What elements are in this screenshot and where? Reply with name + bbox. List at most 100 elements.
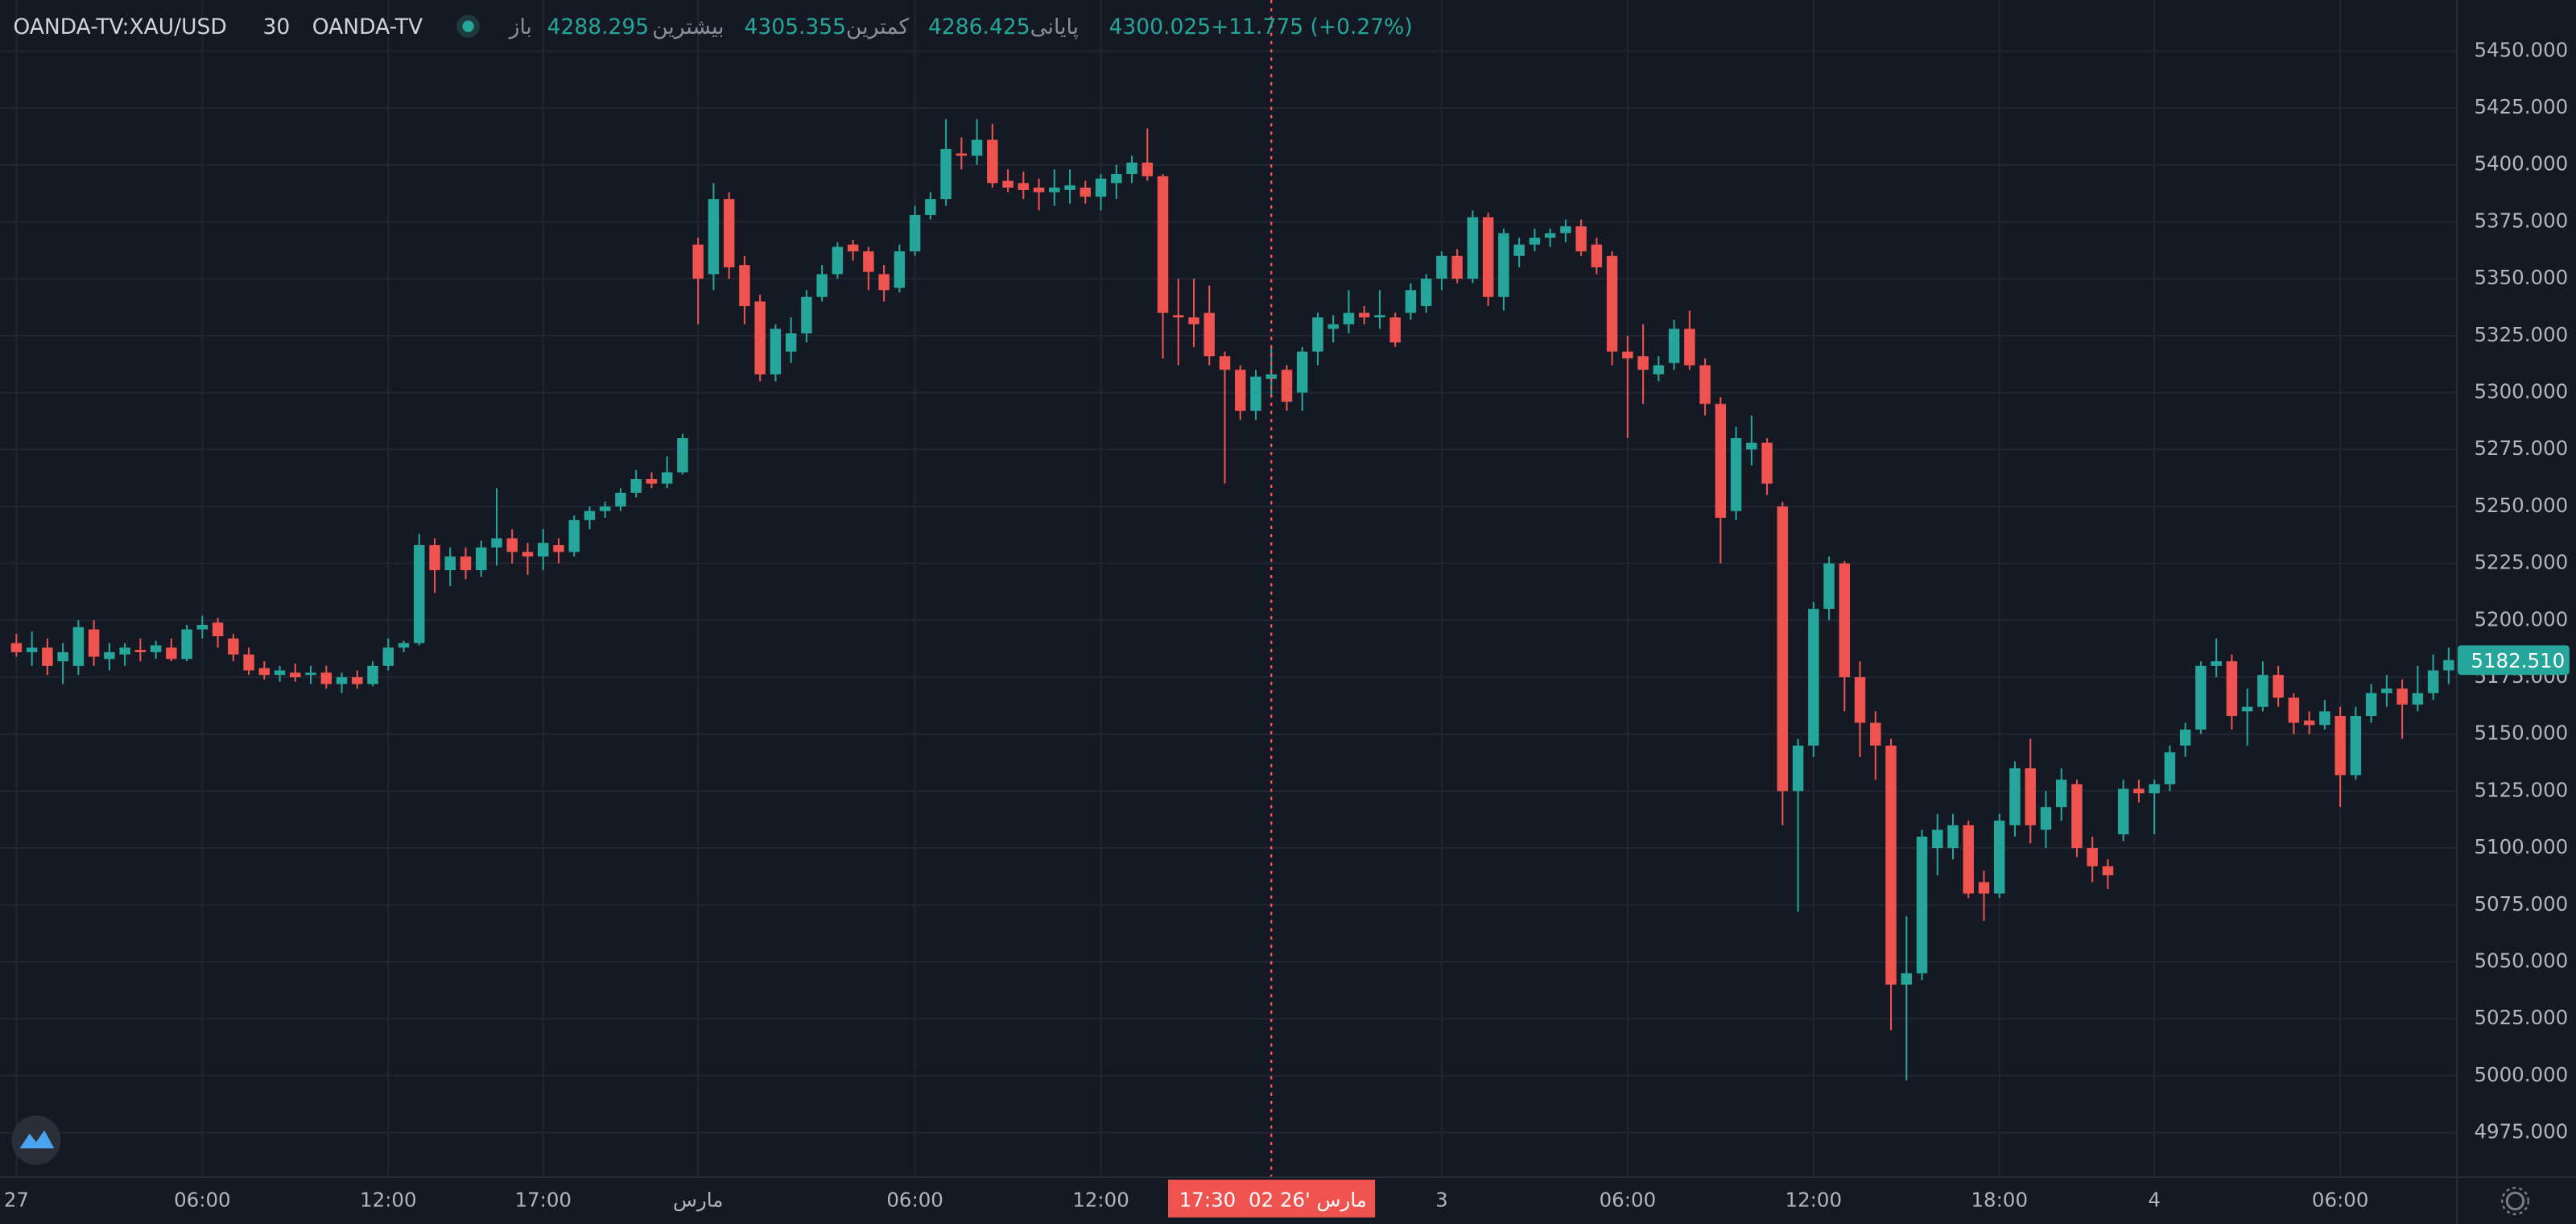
candle-body	[1157, 176, 1169, 313]
candle-body	[1467, 217, 1479, 279]
candle-body	[2195, 665, 2207, 730]
candle-body	[1792, 745, 1804, 792]
candle-body	[476, 547, 487, 571]
candle-body	[2443, 660, 2454, 671]
candle-body	[661, 472, 673, 484]
y-tick-label: 5450.000	[2474, 38, 2568, 61]
candle-body	[1018, 183, 1030, 190]
y-tick-label: 5400.000	[2474, 152, 2568, 176]
candle-body	[1049, 188, 1060, 192]
candle-body	[2133, 788, 2145, 794]
candle-body	[1575, 226, 1587, 252]
legend-label: باز	[508, 14, 532, 39]
candle-body	[1235, 370, 1246, 411]
candle-body	[398, 643, 410, 648]
candle-body	[444, 556, 456, 571]
candle-body	[1994, 821, 2005, 894]
legend-label: بیشترین	[652, 14, 724, 39]
candle-body	[2257, 675, 2268, 707]
y-tick-label: 5325.000	[2474, 323, 2568, 346]
candle-body	[1777, 506, 1789, 792]
y-tick-label: 5225.000	[2474, 551, 2568, 574]
candle-body	[1281, 370, 1293, 402]
candle-body	[290, 672, 301, 677]
candle-body	[770, 329, 782, 374]
x-tick-label: 4	[2148, 1188, 2161, 1211]
source: OANDA-TV	[312, 14, 423, 39]
candle-body	[1544, 233, 1556, 238]
candle-body	[460, 556, 472, 571]
candle-body	[2226, 661, 2238, 717]
candle-body	[2412, 693, 2424, 705]
candle-body	[940, 148, 952, 200]
y-tick-label: 5300.000	[2474, 380, 2568, 403]
candle-body	[1436, 255, 1447, 279]
x-tick-label: 27	[4, 1188, 29, 1211]
candle-body	[1916, 836, 1928, 974]
candle-body	[1080, 188, 1092, 197]
candle-body	[1761, 442, 1773, 484]
candle-body	[568, 519, 580, 552]
candle-body	[553, 544, 564, 552]
candle-body	[1637, 356, 1649, 370]
candle-body	[1513, 244, 1525, 256]
logo-circle	[11, 1115, 61, 1165]
legend-label: کمترین	[846, 14, 910, 39]
candle-body	[2273, 675, 2284, 698]
candle-body	[429, 544, 440, 571]
candle-body	[2288, 697, 2300, 723]
candle-body	[1606, 255, 1618, 352]
grid	[0, 0, 2457, 1176]
candle-body	[2025, 768, 2036, 825]
interval[interactable]: 30	[263, 14, 291, 39]
candle-body	[57, 651, 68, 662]
crosshair-date: 02 مارس '26	[1249, 1188, 1367, 1211]
candle-body	[134, 650, 147, 652]
candle-body	[1482, 217, 1494, 297]
candle-body	[878, 274, 890, 291]
candle-body	[2350, 716, 2362, 775]
legend-value: 4288.295	[547, 14, 650, 39]
x-tick-label: 06:00	[886, 1188, 943, 1211]
candle-body	[305, 672, 316, 676]
candle-body	[414, 544, 425, 643]
candle-body	[1312, 317, 1323, 352]
last-price-label: 5182.510	[2471, 649, 2565, 672]
candle-body	[2087, 848, 2098, 866]
candle-body	[166, 647, 177, 660]
candle-body	[1126, 162, 1137, 175]
candle-body	[2149, 784, 2160, 794]
symbol[interactable]: OANDA-TV:XAU/USD	[13, 14, 226, 39]
candle-body	[708, 199, 720, 275]
candle-body	[2009, 768, 2021, 825]
candle-body	[320, 672, 332, 684]
settings-icon[interactable]	[2500, 1186, 2530, 1215]
candle-body	[909, 214, 921, 252]
x-tick-label: 06:00	[174, 1188, 231, 1211]
candle-body	[150, 645, 162, 652]
candle-body	[1141, 162, 1154, 176]
market-status-dot	[462, 20, 474, 32]
candle-body	[1297, 351, 1308, 393]
candle-body	[2040, 807, 2052, 830]
candle-body	[26, 647, 38, 652]
candle-body	[1622, 351, 1633, 359]
candle-body	[894, 251, 906, 288]
x-tick-label: 18:00	[1971, 1188, 2028, 1211]
gear	[2505, 1191, 2525, 1211]
candle-body	[228, 638, 239, 655]
y-tick-label: 5050.000	[2474, 949, 2568, 972]
candle-body	[785, 333, 797, 352]
logo[interactable]	[11, 1115, 61, 1165]
x-tick-label: 06:00	[2312, 1188, 2369, 1211]
candle-body	[2319, 711, 2330, 726]
candle-body	[1699, 365, 1711, 404]
candle-body	[10, 643, 23, 652]
y-tick-label: 5375.000	[2474, 209, 2568, 232]
candle-body	[1684, 329, 1695, 366]
candle-body	[538, 543, 549, 557]
legend-label: پایانی	[1030, 14, 1079, 39]
candle-body	[863, 251, 874, 272]
